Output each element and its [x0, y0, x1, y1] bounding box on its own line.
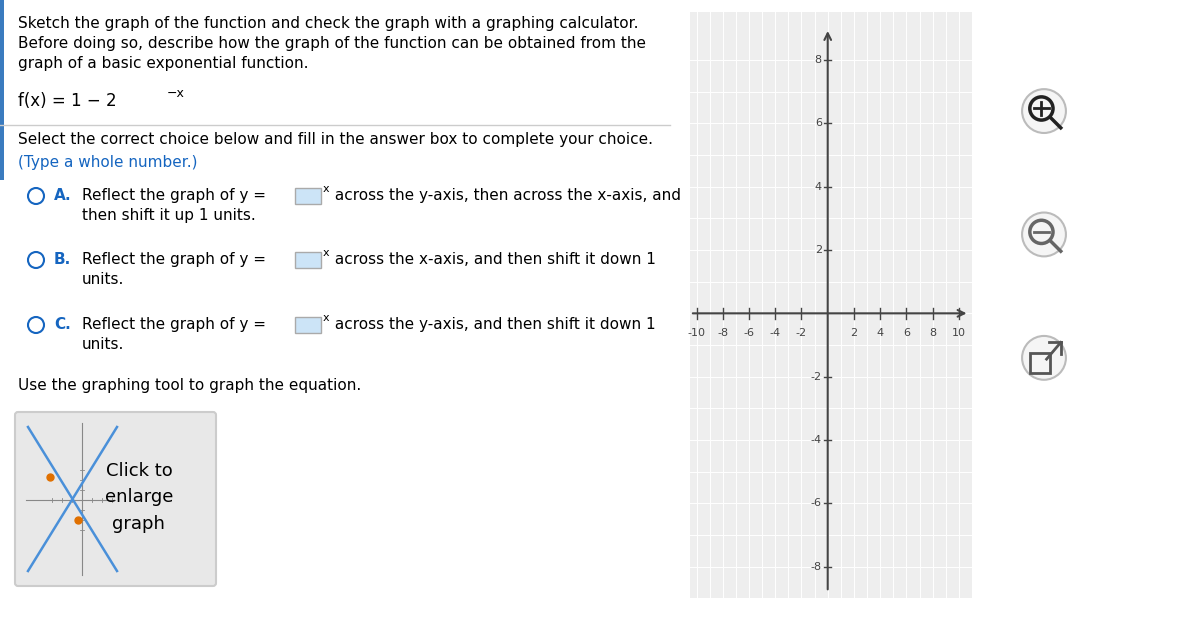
Text: -4: -4: [769, 328, 781, 337]
Text: 6: 6: [902, 328, 910, 337]
Text: -2: -2: [796, 328, 808, 337]
Text: x: x: [323, 313, 330, 323]
Text: across the y-axis, and then shift it down 1: across the y-axis, and then shift it dow…: [330, 317, 655, 332]
Text: 2: 2: [815, 245, 822, 255]
Text: -8: -8: [811, 562, 822, 572]
Text: units.: units.: [82, 272, 125, 287]
Bar: [295, 317, 322, 333]
Text: graph of a basic exponential function.: graph of a basic exponential function.: [18, 56, 308, 71]
Text: 2: 2: [851, 328, 858, 337]
Text: Reflect the graph of y =: Reflect the graph of y =: [82, 252, 266, 267]
Text: across the y-axis, then across the x-axis, and: across the y-axis, then across the x-axi…: [330, 188, 682, 203]
Text: units.: units.: [82, 337, 125, 352]
Text: across the x-axis, and then shift it down 1: across the x-axis, and then shift it dow…: [330, 252, 656, 267]
Text: 8: 8: [929, 328, 936, 337]
Text: C.: C.: [54, 317, 71, 332]
Text: B.: B.: [54, 252, 71, 267]
Text: −x: −x: [167, 87, 185, 100]
Bar: [1030, 353, 1050, 373]
Text: Reflect the graph of y =: Reflect the graph of y =: [82, 317, 266, 332]
FancyBboxPatch shape: [14, 412, 216, 586]
Text: -6: -6: [811, 499, 822, 508]
Circle shape: [1022, 336, 1066, 380]
Bar: [295, 252, 322, 268]
Text: f(x) = 1 − 2: f(x) = 1 − 2: [18, 92, 116, 110]
Text: Select the correct choice below and fill in the answer box to complete your choi: Select the correct choice below and fill…: [18, 132, 653, 147]
Circle shape: [1022, 89, 1066, 133]
Text: 8: 8: [815, 55, 822, 65]
Text: 10: 10: [952, 328, 966, 337]
Text: -6: -6: [744, 328, 755, 337]
Text: then shift it up 1 units.: then shift it up 1 units.: [82, 208, 256, 223]
Text: -10: -10: [688, 328, 706, 337]
Text: Sketch the graph of the function and check the graph with a graphing calculator.: Sketch the graph of the function and che…: [18, 16, 638, 31]
Text: x: x: [323, 184, 330, 194]
Text: 4: 4: [815, 181, 822, 192]
Text: 4: 4: [877, 328, 883, 337]
Text: -8: -8: [718, 328, 728, 337]
Text: A.: A.: [54, 188, 72, 203]
Text: x: x: [323, 248, 330, 258]
Text: Before doing so, describe how the graph of the function can be obtained from the: Before doing so, describe how the graph …: [18, 36, 646, 51]
Text: Reflect the graph of y =: Reflect the graph of y =: [82, 188, 266, 203]
Bar: [0, 0, 4, 180]
Text: -4: -4: [811, 435, 822, 445]
Text: Use the graphing tool to graph the equation.: Use the graphing tool to graph the equat…: [18, 378, 361, 393]
Text: Click to
enlarge
graph: Click to enlarge graph: [104, 462, 173, 533]
Bar: [295, 188, 322, 204]
Text: -2: -2: [811, 371, 822, 382]
Circle shape: [1022, 212, 1066, 257]
Text: 6: 6: [815, 118, 822, 128]
Text: (Type a whole number.): (Type a whole number.): [18, 155, 198, 170]
